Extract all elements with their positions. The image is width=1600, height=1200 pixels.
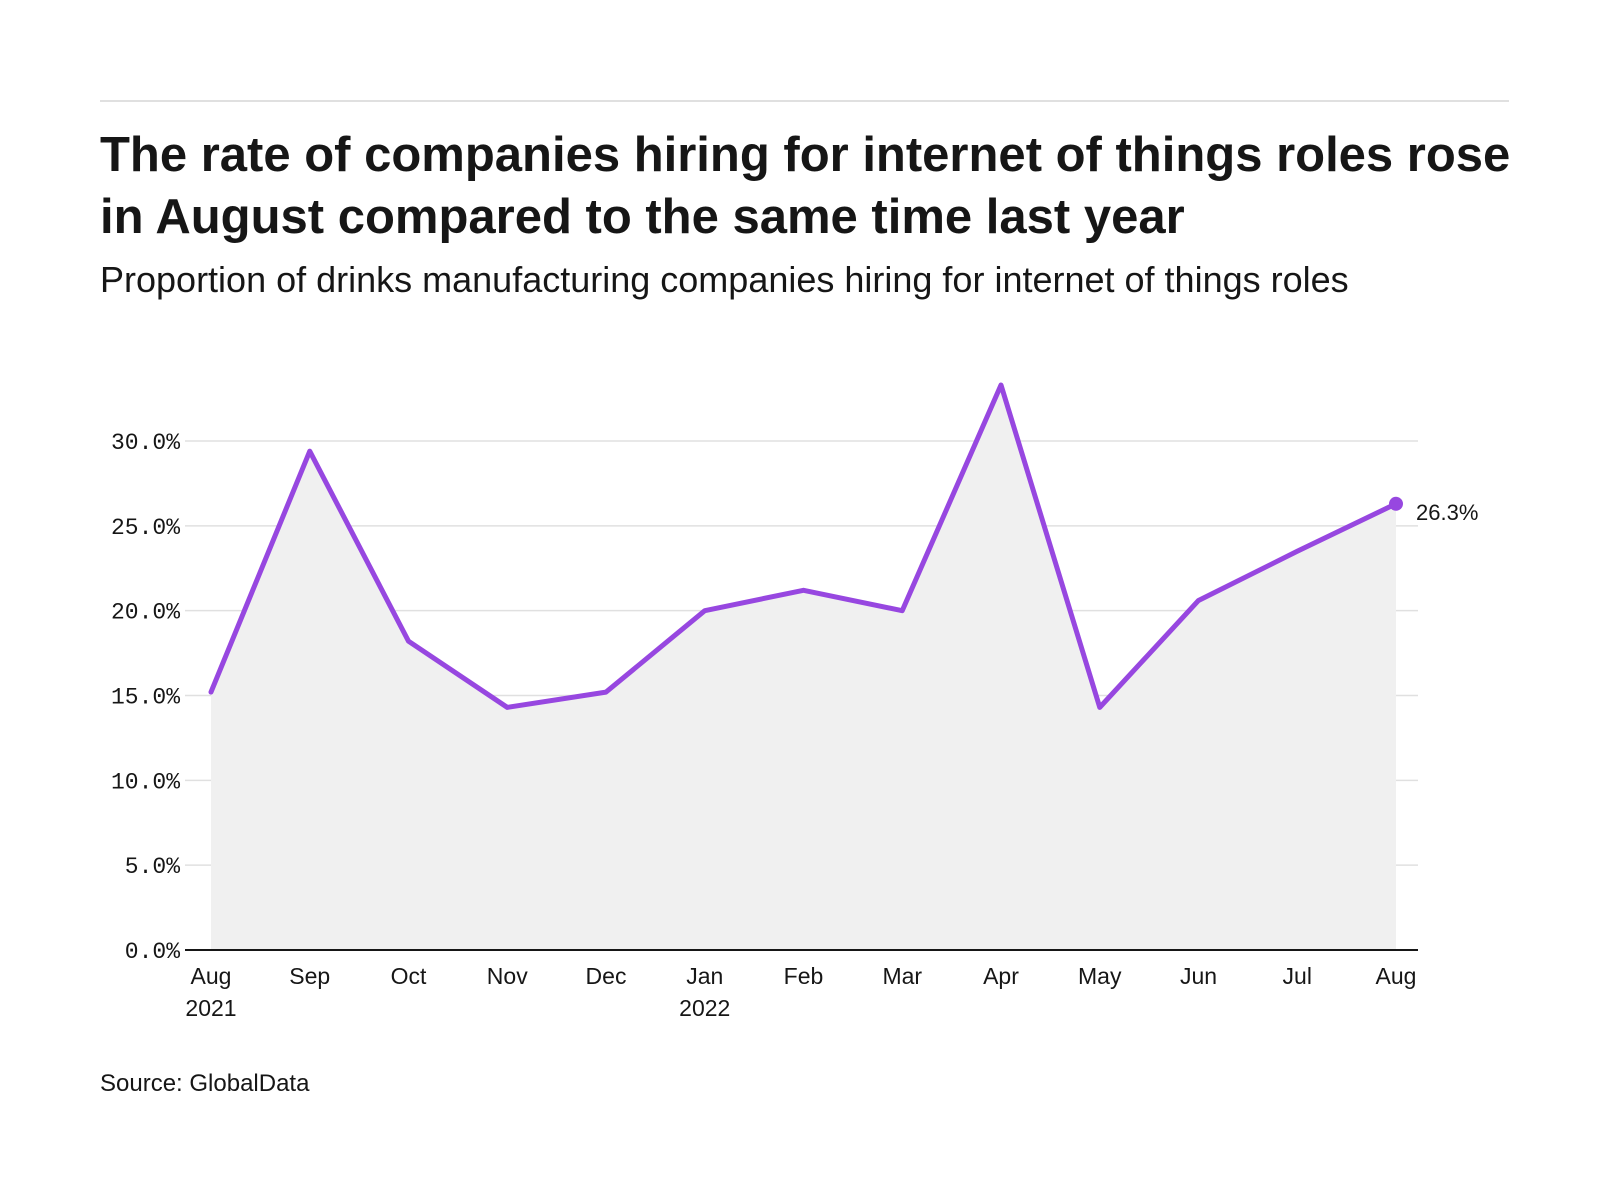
x-tick-label: Oct xyxy=(391,963,427,989)
x-axis-ticks: Aug 2021 Sep Oct Nov Dec Jan 2022 Feb Mar Apr May Ju… xyxy=(185,963,1416,1021)
area-fill xyxy=(211,385,1396,950)
chart-subtitle: Proportion of drinks manufacturing compa… xyxy=(100,259,1349,300)
y-tick-label: 15.0% xyxy=(111,685,180,711)
x-tick-label: Jun xyxy=(1180,963,1217,989)
x-tick-label: May xyxy=(1078,963,1122,989)
x-tick-label: Dec xyxy=(586,963,627,989)
y-tick-label: 25.0% xyxy=(111,515,180,541)
x-tick-label: Jul xyxy=(1283,963,1312,989)
y-tick-label: 0.0% xyxy=(125,939,180,965)
top-divider xyxy=(100,100,1509,102)
y-tick-label: 20.0% xyxy=(111,600,180,626)
x-tick-label: Nov xyxy=(487,963,528,989)
x-tick-label: Feb xyxy=(784,963,824,989)
y-axis-ticks: 0.0% 5.0% 10.0% 15.0% 20.0% 25.0% 30.0% xyxy=(111,430,180,965)
x-tick-label: Apr xyxy=(983,963,1019,989)
y-tick-label: 30.0% xyxy=(111,430,180,456)
x-tick-label: Jan 2022 xyxy=(679,963,730,1021)
data-points xyxy=(1389,496,1403,511)
y-tick-label: 5.0% xyxy=(125,854,180,880)
series-line xyxy=(208,382,1399,710)
y-tick-label: 10.0% xyxy=(111,769,180,795)
source-note: Source: GlobalData xyxy=(100,1070,310,1097)
end-value-label: 26.3% xyxy=(1416,500,1478,525)
x-tick-label: Aug 2021 xyxy=(185,963,236,1021)
x-tick-label: Sep xyxy=(289,963,330,989)
chart-title: The rate of companies hiring for interne… xyxy=(100,128,1511,244)
x-tick-label: Aug xyxy=(1376,963,1417,989)
x-tick-label: Mar xyxy=(882,963,922,989)
end-point-marker xyxy=(1389,496,1403,511)
